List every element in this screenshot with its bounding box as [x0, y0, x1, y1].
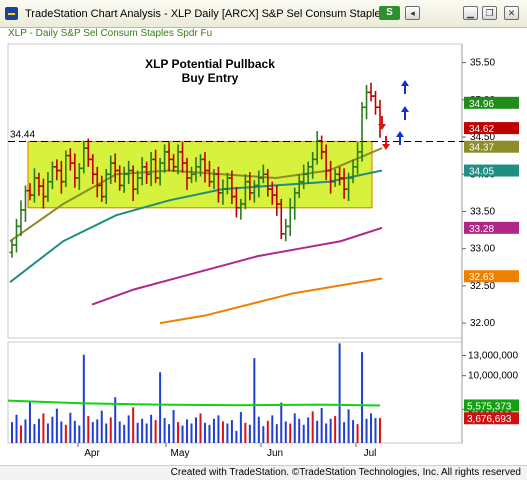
ma-longest-line: [159, 277, 383, 325]
price-label-text: 34.37: [469, 143, 494, 154]
volume-label-text: 3,676,693: [467, 414, 512, 425]
volume-label-box: [464, 399, 519, 412]
month-label: May: [171, 448, 190, 459]
chart-header: XLP - Daily S&P Sel Consum Staples Spdr …: [8, 28, 213, 39]
ma-mid-line: [9, 169, 383, 283]
ma-long-line: [91, 226, 383, 306]
price-tick-label: 35.50: [470, 58, 495, 69]
price-tick-label: 32.00: [470, 318, 495, 329]
price-label-box: [464, 140, 519, 153]
price-label-text: 34.62: [469, 124, 494, 135]
annotation-line1: XLP Potential Pullback: [145, 57, 275, 71]
resistance-level-label: 34.44: [10, 130, 35, 141]
price-label-text: 34.05: [469, 167, 494, 178]
up-arrow-icon: [396, 131, 404, 145]
up-arrow-icon: [401, 80, 409, 94]
volume-tick-label: 10,000,000: [468, 371, 518, 382]
volume-average-line: [7, 399, 381, 407]
footer-copyright: Created with TradeStation. ©TradeStation…: [170, 467, 521, 478]
price-label-box: [464, 96, 519, 109]
tradestation-app-icon: [5, 7, 18, 20]
price-tick-label: 32.50: [470, 281, 495, 292]
arrow-left-icon[interactable]: ◂: [405, 6, 420, 20]
price-label-box: [464, 122, 519, 135]
price-tick-label: 34.50: [470, 132, 495, 143]
footer-bar: [0, 465, 527, 480]
down-arrow-icon: [378, 116, 386, 130]
annotation-line2: Buy Entry: [182, 71, 239, 85]
price-label-box: [464, 221, 519, 234]
month-label: Jul: [364, 448, 377, 459]
close-button[interactable]: ✕: [504, 6, 519, 20]
window-titlebar: TradeStation Chart Analysis - XLP Daily …: [0, 0, 527, 28]
month-label: Apr: [84, 448, 100, 459]
s-button[interactable]: S: [379, 6, 400, 20]
up-arrow-icon: [401, 106, 409, 120]
volume-tick-label: 13,000,000: [468, 350, 518, 361]
volume-label-box: [464, 412, 519, 425]
month-label: Jun: [267, 448, 283, 459]
volume-label-text: 5,575,373: [467, 401, 512, 412]
window-title: TradeStation Chart Analysis - XLP Daily …: [25, 8, 387, 20]
volume-pane: [7, 341, 463, 444]
price-label-box: [464, 270, 519, 283]
price-label-text: 33.28: [469, 224, 494, 235]
price-label-box: [464, 164, 519, 177]
price-tick-label: 33.50: [470, 206, 495, 217]
down-arrow-icon: [382, 136, 390, 150]
price-label-text: 32.63: [469, 272, 494, 283]
restore-button[interactable]: ❐: [482, 6, 497, 20]
price-label-text: 34.96: [469, 99, 494, 110]
price-tick-label: 33.00: [470, 244, 495, 255]
minimize-button[interactable]: ▁: [463, 6, 478, 20]
